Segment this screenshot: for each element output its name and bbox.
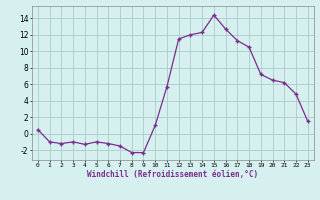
- X-axis label: Windchill (Refroidissement éolien,°C): Windchill (Refroidissement éolien,°C): [87, 170, 258, 179]
